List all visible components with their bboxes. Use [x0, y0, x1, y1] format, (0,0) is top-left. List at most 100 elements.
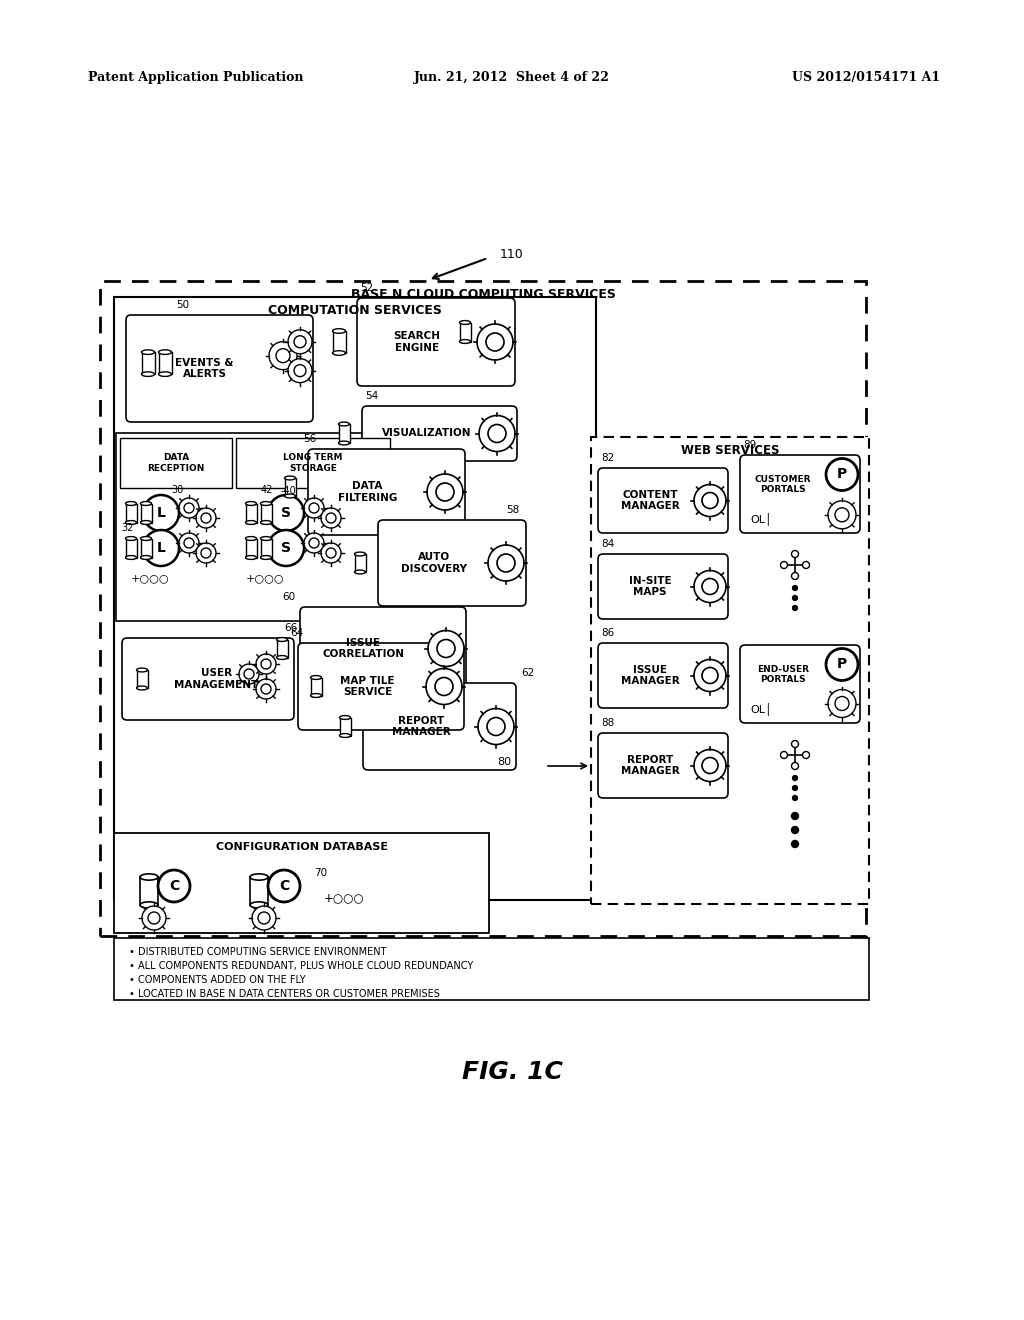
Ellipse shape	[460, 339, 470, 343]
Circle shape	[826, 458, 858, 491]
Text: C: C	[169, 879, 179, 894]
Ellipse shape	[285, 477, 296, 480]
Text: ISSUE
MANAGER: ISSUE MANAGER	[621, 665, 679, 686]
Text: IN-SITE
MAPS: IN-SITE MAPS	[629, 576, 672, 597]
Circle shape	[835, 697, 849, 710]
Bar	[126, 503, 136, 523]
Circle shape	[256, 653, 276, 675]
Text: P: P	[837, 657, 847, 672]
Circle shape	[158, 870, 190, 902]
Circle shape	[196, 543, 216, 564]
Circle shape	[179, 498, 199, 517]
Circle shape	[435, 677, 453, 696]
Bar	[260, 503, 271, 523]
Text: 70: 70	[314, 869, 327, 878]
Bar	[246, 503, 256, 523]
FancyBboxPatch shape	[598, 643, 728, 708]
Text: CUSTOMER
PORTALS: CUSTOMER PORTALS	[755, 475, 811, 495]
FancyBboxPatch shape	[598, 469, 728, 533]
Bar	[340, 718, 350, 735]
Bar	[333, 331, 345, 352]
Ellipse shape	[354, 570, 366, 574]
Text: +○○○: +○○○	[324, 891, 365, 904]
Circle shape	[479, 416, 515, 451]
Circle shape	[184, 503, 194, 513]
Ellipse shape	[310, 693, 322, 697]
Text: 64: 64	[290, 628, 303, 638]
Circle shape	[792, 550, 799, 557]
Circle shape	[143, 495, 179, 531]
Circle shape	[828, 689, 856, 718]
Bar	[140, 503, 152, 523]
Text: L: L	[157, 506, 166, 520]
Circle shape	[488, 425, 506, 442]
FancyBboxPatch shape	[114, 833, 489, 933]
Text: Patent Application Publication: Patent Application Publication	[88, 71, 303, 84]
FancyBboxPatch shape	[114, 297, 596, 900]
Circle shape	[261, 684, 271, 694]
FancyBboxPatch shape	[122, 638, 294, 719]
Circle shape	[268, 495, 304, 531]
Ellipse shape	[246, 536, 256, 540]
Circle shape	[694, 484, 726, 516]
FancyBboxPatch shape	[591, 437, 869, 904]
Ellipse shape	[246, 520, 256, 524]
Text: BASE N CLOUD COMPUTING SERVICES: BASE N CLOUD COMPUTING SERVICES	[350, 289, 615, 301]
Text: CONFIGURATION DATABASE: CONFIGURATION DATABASE	[215, 842, 387, 851]
Circle shape	[426, 668, 462, 705]
Ellipse shape	[159, 350, 171, 355]
FancyBboxPatch shape	[300, 607, 466, 690]
Ellipse shape	[136, 668, 147, 672]
Text: END-USER
PORTALS: END-USER PORTALS	[757, 665, 809, 684]
Circle shape	[321, 508, 341, 528]
Circle shape	[780, 751, 787, 759]
Circle shape	[488, 545, 524, 581]
Ellipse shape	[140, 520, 152, 524]
Ellipse shape	[126, 536, 136, 540]
Ellipse shape	[460, 321, 470, 325]
Circle shape	[294, 335, 306, 347]
Text: • ALL COMPONENTS REDUNDANT, PLUS WHOLE CLOUD REDUNDANCY: • ALL COMPONENTS REDUNDANT, PLUS WHOLE C…	[129, 961, 473, 972]
Ellipse shape	[285, 494, 296, 498]
Circle shape	[478, 709, 514, 744]
Text: ISSUE
CORRELATION: ISSUE CORRELATION	[323, 638, 404, 659]
Text: 110: 110	[500, 248, 523, 260]
Text: +○○○: +○○○	[246, 573, 285, 583]
Text: +○○○: +○○○	[131, 573, 170, 583]
Text: OL│: OL│	[750, 702, 772, 715]
Circle shape	[239, 664, 259, 684]
Text: 62: 62	[521, 668, 535, 678]
Text: C: C	[279, 879, 289, 894]
Bar	[339, 424, 349, 444]
Circle shape	[793, 595, 798, 601]
Bar	[136, 671, 147, 688]
FancyBboxPatch shape	[298, 643, 464, 730]
Circle shape	[803, 751, 810, 759]
Circle shape	[793, 586, 798, 590]
Circle shape	[497, 554, 515, 572]
Circle shape	[309, 503, 319, 513]
Bar	[140, 539, 152, 557]
Bar	[159, 352, 171, 374]
Circle shape	[793, 785, 798, 791]
Text: 60: 60	[282, 591, 295, 602]
Ellipse shape	[159, 372, 171, 376]
Bar	[354, 554, 366, 572]
Circle shape	[288, 330, 312, 354]
Text: S: S	[281, 541, 291, 554]
Ellipse shape	[276, 638, 288, 642]
Text: AUTO
DISCOVERY: AUTO DISCOVERY	[401, 552, 467, 574]
FancyBboxPatch shape	[116, 433, 394, 620]
Circle shape	[148, 912, 160, 924]
Text: DATA
RECEPTION: DATA RECEPTION	[147, 453, 205, 473]
Circle shape	[793, 776, 798, 780]
Text: 32: 32	[121, 523, 133, 533]
FancyBboxPatch shape	[114, 939, 869, 1001]
Ellipse shape	[126, 556, 136, 560]
Text: REPORT
MANAGER: REPORT MANAGER	[392, 715, 451, 738]
FancyBboxPatch shape	[362, 682, 516, 770]
Circle shape	[326, 548, 336, 558]
Circle shape	[427, 474, 463, 510]
Circle shape	[196, 508, 216, 528]
Circle shape	[702, 492, 718, 508]
